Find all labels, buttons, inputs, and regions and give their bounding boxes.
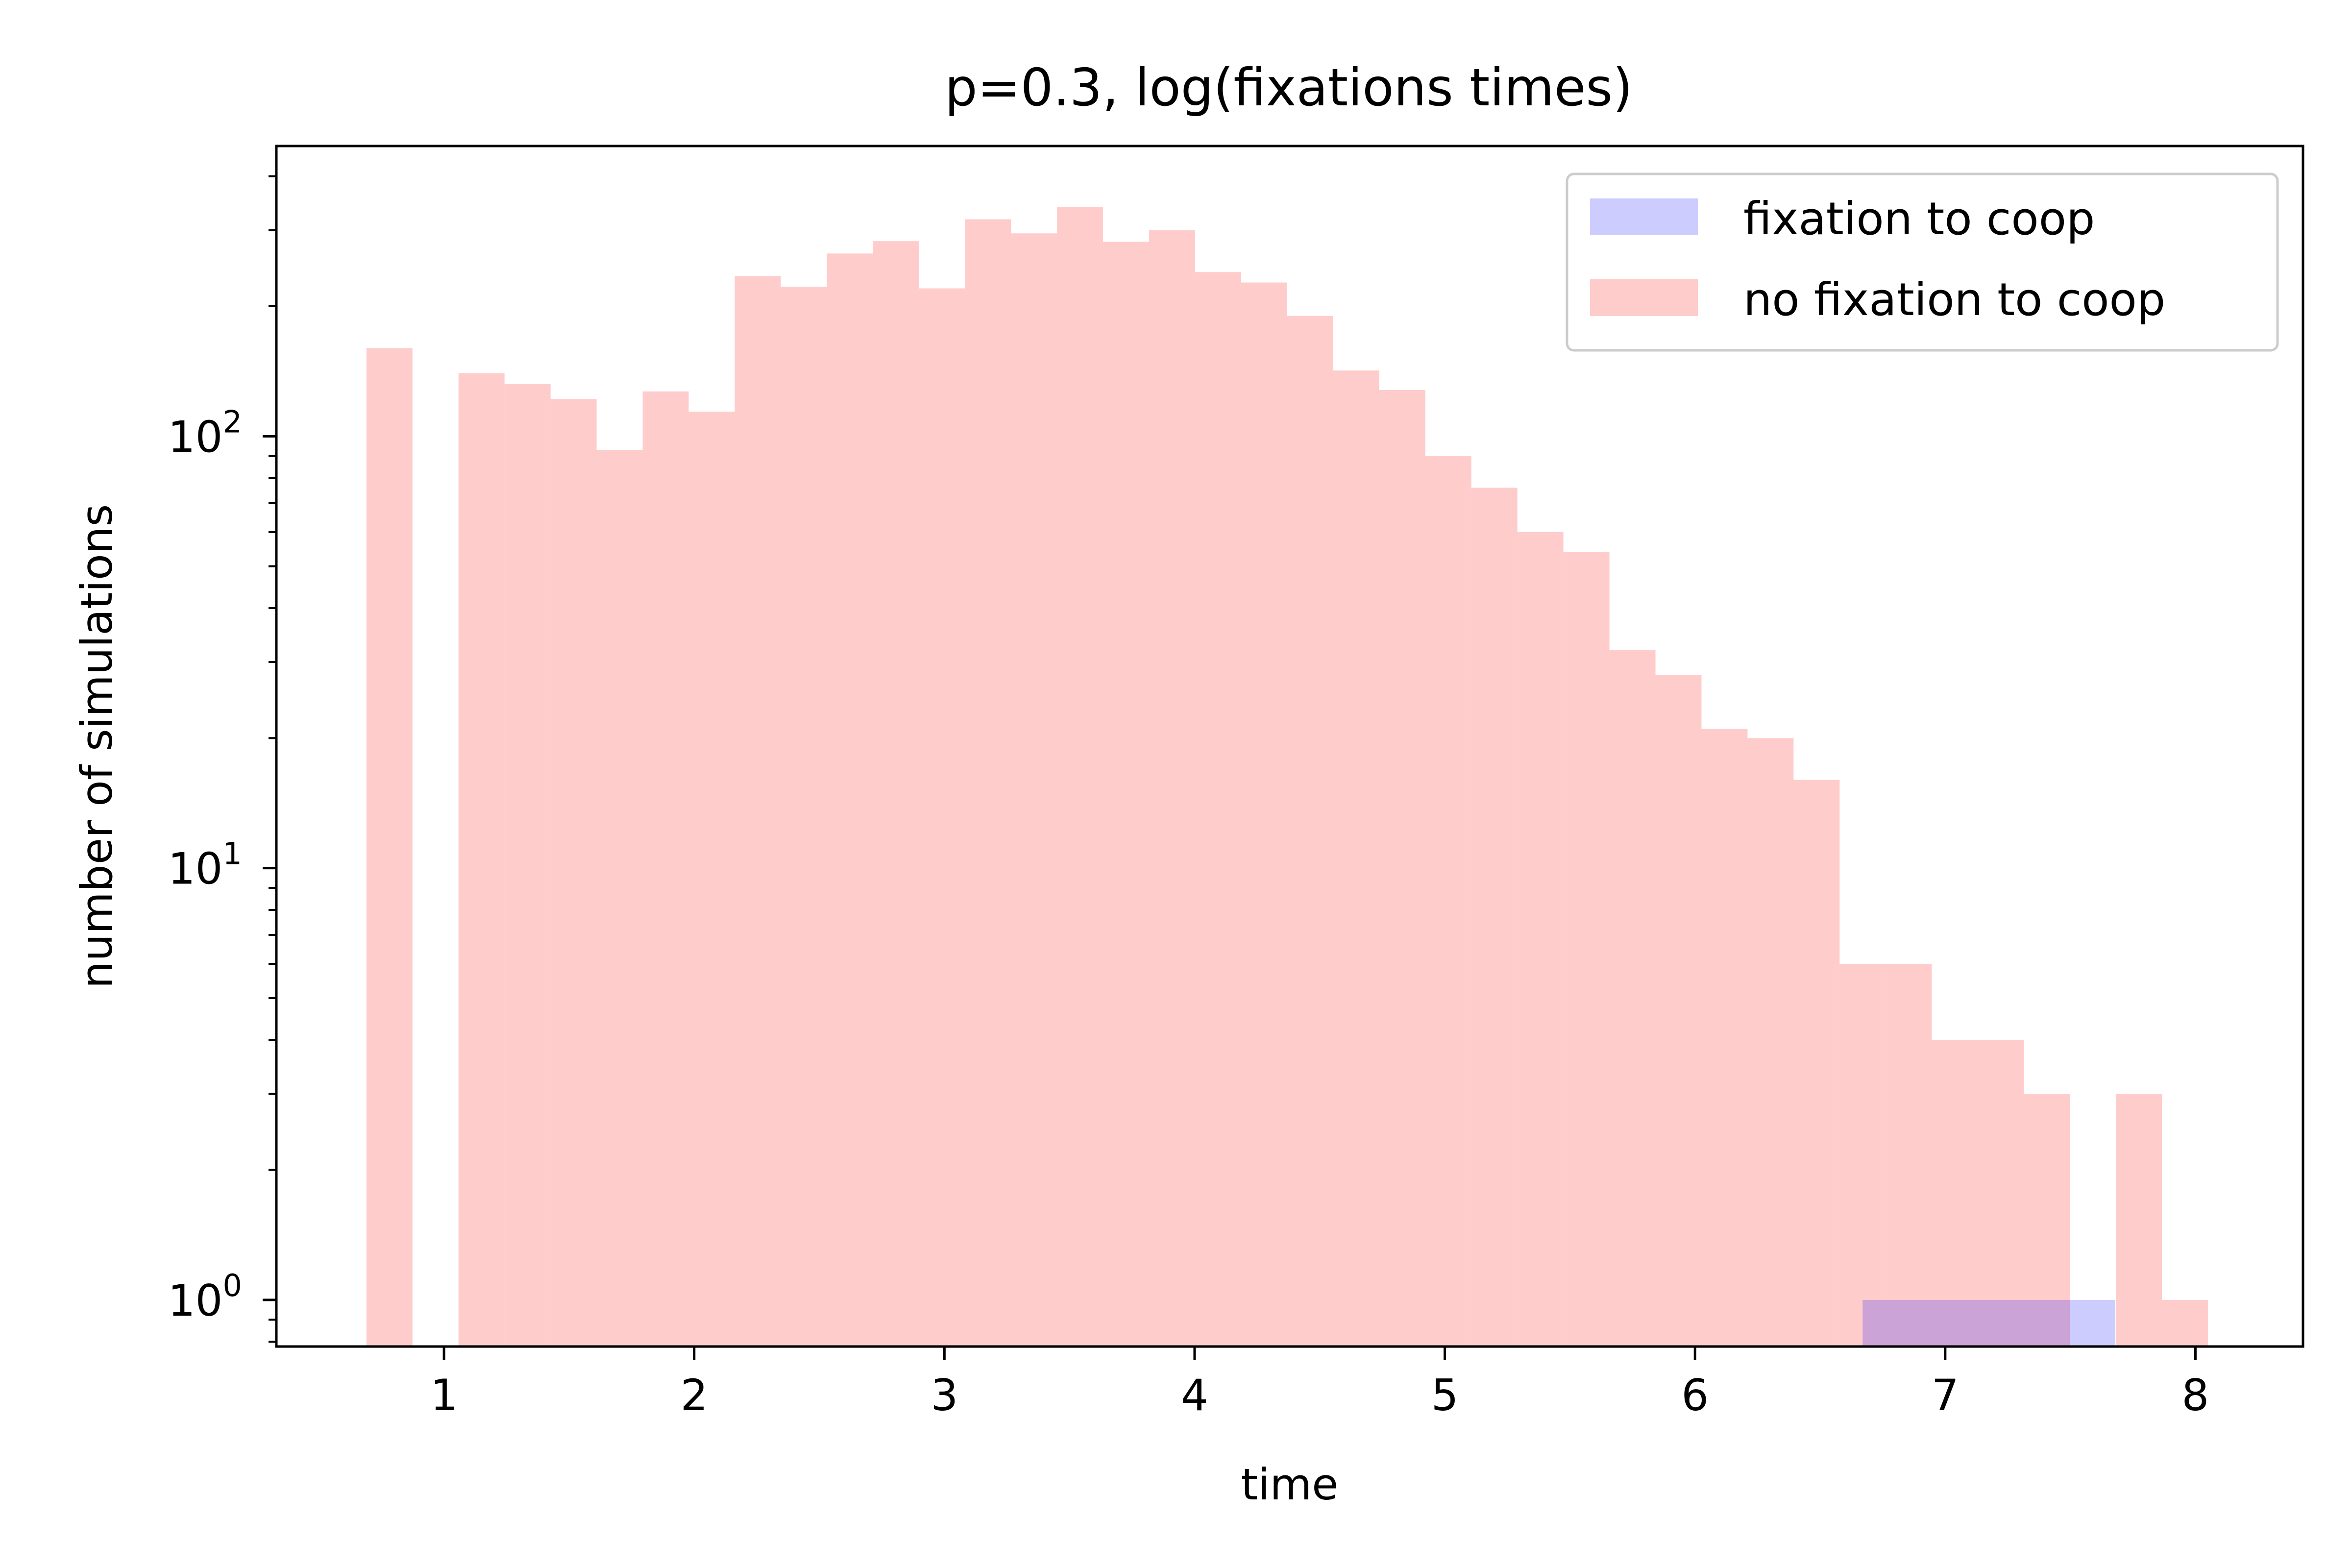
chart-title: p=0.3, log(fixations times) xyxy=(945,58,1633,118)
legend-label-no-fixation: no fixation to coop xyxy=(1743,273,2165,326)
legend: fixation to coop no fixation to coop xyxy=(1566,172,2279,352)
no-fixation-bar-9 xyxy=(781,287,827,1347)
no-fixation-bar-28 xyxy=(1655,675,1702,1347)
x-tick-label-7: 7 xyxy=(1932,1370,1959,1421)
no-fixation-bar-30 xyxy=(1747,738,1794,1347)
no-fixation-bar-15 xyxy=(1057,206,1103,1347)
no-fixation-bar-34 xyxy=(1932,1040,1978,1347)
y-axis: 100 101 102 xyxy=(168,175,276,1343)
x-tick-label-3: 3 xyxy=(931,1370,958,1421)
x-axis: 1 2 3 4 5 6 7 8 xyxy=(430,1347,2209,1421)
no-fixation-bar-6 xyxy=(642,391,689,1347)
no-fixation-bar-27 xyxy=(1609,650,1656,1347)
y-axis-label: number of simulations xyxy=(72,504,122,989)
no-fixation-bar-8 xyxy=(735,276,781,1347)
no-fixation-bar-33 xyxy=(1886,964,1932,1347)
no-fixation-bar-5 xyxy=(596,450,643,1347)
no-fixation-bar-25 xyxy=(1517,532,1564,1347)
no-fixation-bar-3 xyxy=(504,384,551,1347)
legend-label-fixation: fixation to coop xyxy=(1743,193,2095,245)
y-tick-label-10: 101 xyxy=(168,836,242,894)
x-tick-label-8: 8 xyxy=(2181,1370,2209,1421)
no-fixation-bar-36 xyxy=(2024,1094,2070,1347)
no-fixation-bar-23 xyxy=(1425,456,1471,1347)
no-fixation-bar-13 xyxy=(965,219,1011,1347)
no-fixation-bar-12 xyxy=(919,288,965,1347)
x-tick-label-4: 4 xyxy=(1181,1370,1208,1421)
x-tick-label-1: 1 xyxy=(430,1370,458,1421)
x-tick-label-5: 5 xyxy=(1431,1370,1459,1421)
no-fixation-bar-7 xyxy=(688,412,735,1347)
no-fixation-bar-22 xyxy=(1379,390,1425,1347)
no-fixation-bar-24 xyxy=(1471,488,1518,1347)
x-tick-label-6: 6 xyxy=(1681,1370,1709,1421)
legend-swatch-fixation xyxy=(1590,198,1698,235)
bars-layer xyxy=(366,206,2208,1347)
no-fixation-bar-0 xyxy=(366,348,413,1347)
fixation-bar-0 xyxy=(1862,1299,2116,1347)
no-fixation-bar-19 xyxy=(1241,282,1287,1347)
plot-frame xyxy=(275,145,2304,1348)
no-fixation-bar-29 xyxy=(1701,729,1748,1347)
x-axis-label: time xyxy=(1241,1459,1339,1510)
no-fixation-bar-16 xyxy=(1103,242,1150,1347)
x-tick-label-2: 2 xyxy=(681,1370,708,1421)
no-fixation-bar-26 xyxy=(1563,552,1610,1347)
y-tick-label-1: 100 xyxy=(168,1268,242,1326)
no-fixation-bar-4 xyxy=(550,399,597,1347)
no-fixation-bar-2 xyxy=(458,373,505,1347)
no-fixation-bar-20 xyxy=(1287,316,1333,1347)
y-tick-label-100: 102 xyxy=(168,404,242,462)
no-fixation-bar-32 xyxy=(1839,964,1886,1347)
no-fixation-bar-21 xyxy=(1333,370,1379,1347)
no-fixation-bar-38 xyxy=(2116,1094,2162,1347)
no-fixation-bar-35 xyxy=(1978,1040,2024,1347)
legend-swatch-no-fixation xyxy=(1590,279,1698,316)
no-fixation-bar-39 xyxy=(2162,1299,2208,1347)
no-fixation-bar-31 xyxy=(1793,780,1840,1347)
no-fixation-bar-11 xyxy=(873,241,919,1347)
no-fixation-bar-18 xyxy=(1195,272,1241,1347)
no-fixation-bar-10 xyxy=(827,253,873,1347)
no-fixation-bar-17 xyxy=(1149,230,1195,1347)
no-fixation-bar-14 xyxy=(1011,233,1057,1347)
legend-box xyxy=(1566,172,2279,352)
